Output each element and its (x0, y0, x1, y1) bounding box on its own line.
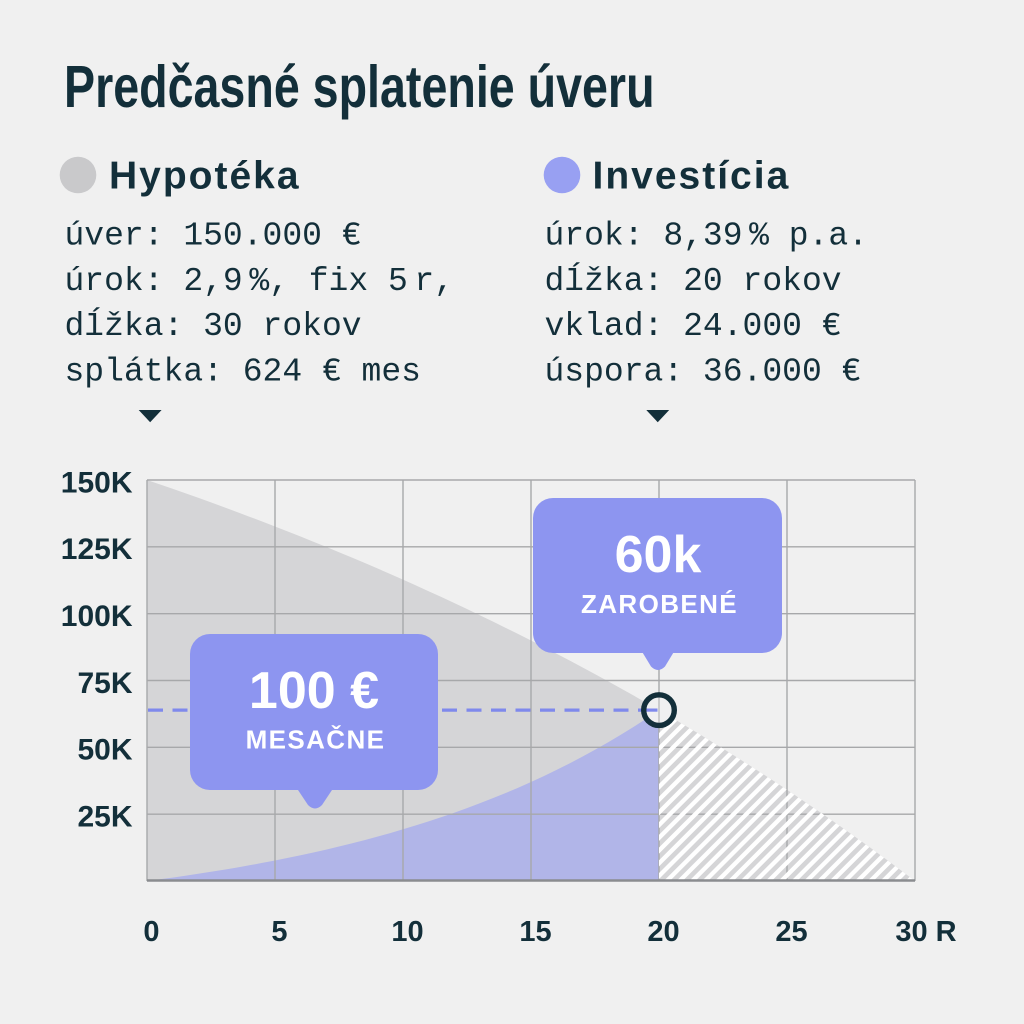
svg-text:Predčasné splatenie úveru: Predčasné splatenie úveru (64, 55, 655, 120)
svg-text:MESAČNE: MESAČNE (246, 725, 386, 755)
svg-text:dĺžka: 20 rokov: dĺžka: 20 rokov (545, 262, 842, 300)
svg-text:úrok: 2,9 %, fix 5 r,: úrok: 2,9 %, fix 5 r, (65, 263, 454, 300)
svg-text:10: 10 (391, 916, 423, 948)
svg-text:Investícia: Investícia (593, 155, 791, 198)
svg-text:60k: 60k (615, 526, 702, 584)
svg-text:Hypotéka: Hypotéka (109, 155, 301, 198)
svg-text:0: 0 (143, 916, 159, 948)
svg-text:15: 15 (519, 916, 551, 948)
svg-text:25K: 25K (77, 801, 132, 834)
svg-text:50K: 50K (77, 734, 132, 767)
svg-text:ZAROBENÉ: ZAROBENÉ (581, 589, 738, 619)
svg-text:125K: 125K (61, 533, 133, 566)
svg-text:splátka: 624 € mes: splátka: 624 € mes (65, 353, 421, 390)
svg-text:25: 25 (775, 916, 807, 948)
svg-text:úrok: 8,39 % p.a.: úrok: 8,39 % p.a. (545, 218, 868, 255)
svg-text:30 R: 30 R (895, 916, 956, 948)
svg-text:5: 5 (271, 916, 287, 948)
svg-text:dĺžka: 30 rokov: dĺžka: 30 rokov (65, 307, 362, 345)
svg-text:75K: 75K (77, 667, 132, 700)
svg-text:150K: 150K (61, 466, 133, 499)
svg-text:úspora: 36.000 €: úspora: 36.000 € (545, 353, 862, 390)
svg-text:100K: 100K (61, 600, 133, 633)
svg-text:100 €: 100 € (249, 662, 379, 720)
svg-text:20: 20 (647, 916, 679, 948)
svg-text:úver: 150.000 €: úver: 150.000 € (65, 218, 362, 255)
svg-text:vklad: 24.000 €: vklad: 24.000 € (545, 308, 842, 345)
